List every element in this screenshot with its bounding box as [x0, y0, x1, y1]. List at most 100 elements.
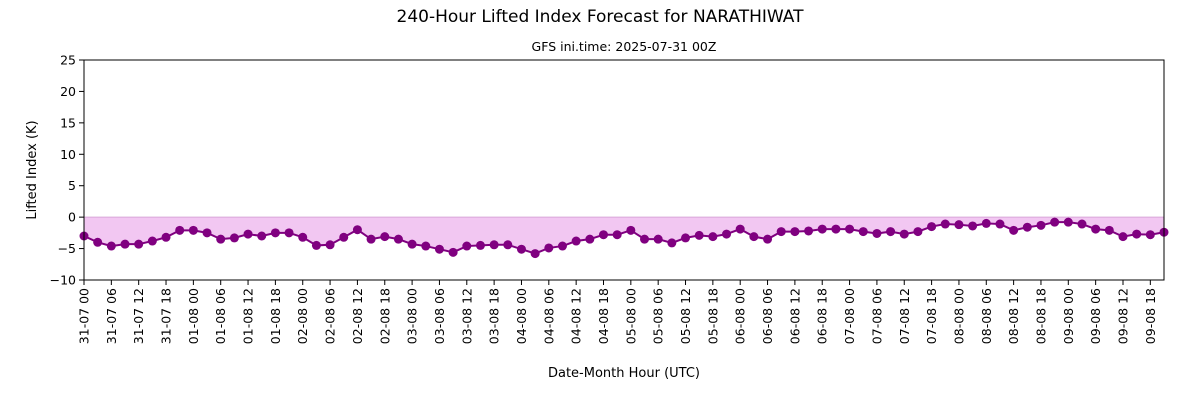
chart-subtitle: GFS ini.time: 2025-07-31 00Z — [532, 39, 717, 54]
data-point — [886, 227, 896, 237]
x-tick-label: 04-08 00 — [514, 288, 529, 344]
x-tick-label: 01-08 12 — [241, 288, 256, 344]
data-point — [1036, 220, 1046, 230]
x-tick-label: 04-08 06 — [541, 288, 556, 344]
data-point — [175, 225, 185, 235]
data-point — [421, 241, 431, 251]
x-tick-label: 03-08 06 — [432, 288, 447, 344]
data-point — [1063, 217, 1073, 227]
x-tick-label: 31-07 18 — [159, 288, 174, 344]
x-tick-label: 06-08 18 — [815, 288, 830, 344]
data-point — [817, 224, 827, 234]
y-axis-ticks: −10 −5 0 5 10 15 20 25 — [50, 53, 84, 288]
data-point — [557, 241, 567, 251]
data-point — [995, 219, 1005, 229]
data-point — [516, 244, 526, 254]
data-point — [434, 244, 444, 254]
x-tick-label: 09-08 06 — [1088, 288, 1103, 344]
data-point — [968, 221, 978, 231]
plot-frame — [83, 59, 1165, 281]
data-point — [681, 233, 691, 243]
data-point — [913, 227, 923, 237]
data-point — [380, 232, 390, 242]
data-point — [393, 234, 403, 244]
data-point — [735, 224, 745, 234]
data-point — [489, 240, 499, 250]
data-point — [981, 218, 991, 228]
data-point — [503, 240, 513, 250]
y-tick-label: 20 — [60, 84, 76, 99]
data-point — [872, 228, 882, 238]
x-tick-label: 07-08 12 — [897, 288, 912, 344]
y-tick-label: −10 — [50, 273, 76, 288]
x-tick-label: 01-08 18 — [268, 288, 283, 344]
data-point — [202, 228, 212, 238]
x-tick-label: 05-08 12 — [678, 288, 693, 344]
x-tick-label: 06-08 00 — [733, 288, 748, 344]
y-tick-label: 5 — [68, 178, 76, 193]
data-point — [722, 229, 732, 239]
y-tick-label: 0 — [68, 210, 76, 225]
x-tick-label: 05-08 06 — [651, 288, 666, 344]
data-point — [804, 226, 814, 236]
data-point — [147, 236, 157, 246]
x-axis-ticks: 31-07 00 31-07 06 31-07 12 31-07 18 01-08 00… — [77, 280, 1158, 344]
x-tick-label: 07-08 00 — [842, 288, 857, 344]
data-point — [311, 240, 321, 250]
data-point — [243, 229, 253, 239]
data-point — [1132, 229, 1142, 239]
x-tick-label: 02-08 00 — [295, 288, 310, 344]
data-point — [598, 230, 608, 240]
data-point — [940, 219, 950, 229]
data-point — [954, 220, 964, 230]
y-tick-label: 10 — [60, 147, 76, 162]
data-point — [585, 234, 595, 244]
data-point — [831, 224, 841, 234]
chart-title: 240-Hour Lifted Index Forecast for NARAT… — [397, 7, 805, 27]
data-point — [475, 240, 485, 250]
data-point — [134, 239, 144, 249]
data-point — [1077, 219, 1087, 229]
data-point — [845, 224, 855, 234]
data-point — [339, 232, 349, 242]
data-point — [1104, 225, 1114, 235]
data-point — [106, 241, 116, 251]
data-point — [858, 227, 868, 237]
data-point — [120, 239, 130, 249]
x-tick-label: 31-07 00 — [77, 288, 92, 344]
data-point — [270, 228, 280, 238]
data-point — [1118, 232, 1128, 242]
x-tick-label: 01-08 00 — [186, 288, 201, 344]
x-tick-label: 02-08 12 — [350, 288, 365, 344]
data-point — [899, 229, 909, 239]
data-point — [352, 225, 362, 235]
x-tick-label: 09-08 18 — [1143, 288, 1158, 344]
x-tick-label: 31-07 12 — [131, 288, 146, 344]
x-tick-label: 31-07 06 — [104, 288, 119, 344]
x-tick-label: 03-08 12 — [459, 288, 474, 344]
data-point — [284, 228, 294, 238]
x-tick-label: 07-08 06 — [869, 288, 884, 344]
x-tick-label: 09-08 00 — [1061, 288, 1076, 344]
data-point — [667, 238, 677, 248]
plot-area — [79, 59, 1169, 281]
data-point — [694, 230, 704, 240]
data-point — [1091, 224, 1101, 234]
y-axis-label: Lifted Index (K) — [25, 120, 40, 219]
data-point — [366, 234, 376, 244]
x-tick-label: 02-08 18 — [377, 288, 392, 344]
x-tick-label: 04-08 18 — [596, 288, 611, 344]
data-point — [216, 234, 226, 244]
x-tick-label: 08-08 12 — [1006, 288, 1021, 344]
x-tick-label: 01-08 06 — [213, 288, 228, 344]
data-point — [544, 243, 554, 253]
data-point — [161, 232, 171, 242]
x-tick-label: 03-08 18 — [487, 288, 502, 344]
x-tick-label: 08-08 06 — [979, 288, 994, 344]
data-point — [571, 236, 581, 246]
data-point — [298, 232, 308, 242]
x-tick-label: 05-08 00 — [623, 288, 638, 344]
data-point — [1009, 225, 1019, 235]
data-point — [626, 225, 636, 235]
data-point — [448, 247, 458, 257]
